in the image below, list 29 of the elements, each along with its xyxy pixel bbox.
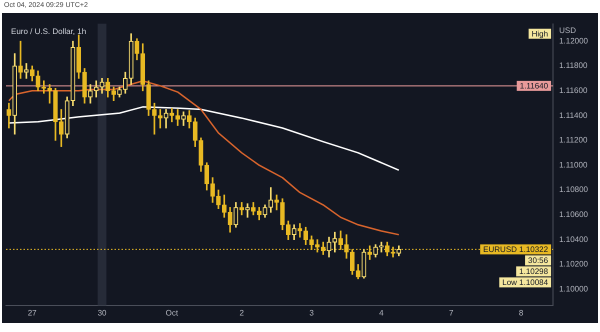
y-axis-title: USD bbox=[559, 26, 576, 36]
y-tick-label: 1.11200 bbox=[559, 136, 588, 145]
y-tick-label: 1.10000 bbox=[559, 284, 589, 294]
x-tick-label: 2 bbox=[239, 308, 244, 318]
y-tick-label: 1.12000 bbox=[559, 36, 589, 46]
x-tick-label: 8 bbox=[518, 308, 524, 318]
y-tick-label: 1.11400 bbox=[559, 110, 588, 120]
x-tick-label: Oct bbox=[166, 308, 179, 318]
annotation: High bbox=[532, 29, 548, 38]
x-tick-label: 7 bbox=[449, 308, 454, 318]
annotation: 1.10298 bbox=[519, 267, 549, 276]
annotation: Low 1.10084 bbox=[502, 278, 549, 288]
y-tick-label: 1.11600 bbox=[559, 86, 588, 95]
ref-line-label: EURUSD 1.10322 bbox=[483, 245, 549, 254]
x-tick-label: 4 bbox=[379, 308, 384, 318]
candlestick bbox=[245, 203, 250, 218]
y-tick-label: 1.10400 bbox=[559, 234, 589, 244]
y-tick-label: 1.11000 bbox=[559, 160, 588, 170]
text: Euro / U.S. Dollar, 1h bbox=[11, 27, 86, 36]
x-tick-label: 3 bbox=[309, 308, 314, 318]
y-tick-label: 1.11800 bbox=[559, 61, 588, 70]
y-tick-label: 1.10200 bbox=[559, 260, 589, 269]
candlestick bbox=[18, 40, 23, 79]
y-tick-label: 1.10600 bbox=[559, 210, 589, 220]
annotation: 30:56 bbox=[528, 256, 549, 266]
ref-line-label: 1.11640 bbox=[520, 82, 549, 91]
x-tick-label: 30 bbox=[98, 308, 108, 318]
x-tick-label: 27 bbox=[28, 308, 38, 318]
y-tick-label: 1.10800 bbox=[559, 185, 589, 194]
